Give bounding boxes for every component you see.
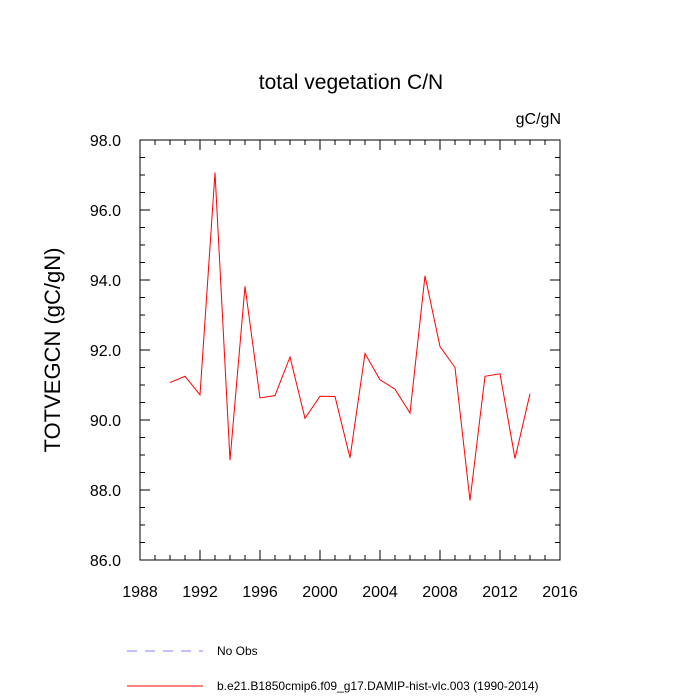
data-series (169, 172, 531, 501)
legend-label: b.e21.B1850cmip6.f09_g17.DAMIP-hist-vlc.… (217, 679, 539, 693)
y-axis-label: TOTVEGCN (gC/gN) (40, 248, 65, 453)
x-tick-label: 2000 (302, 584, 338, 601)
axis-tick-labels: 1988 1992 1996 2000 2004 2008 2012 2016 86.0 88.0… (90, 133, 578, 601)
y-tick-label: 96.0 (90, 203, 121, 220)
y-tick-label: 88.0 (90, 483, 121, 500)
legend-label: No Obs (217, 644, 258, 658)
y-tick-label: 98.0 (90, 133, 121, 150)
x-tick-label: 2012 (482, 584, 518, 601)
y-tick-label: 92.0 (90, 343, 121, 360)
chart-title: total vegetation C/N (259, 71, 443, 94)
x-tick-label: 1996 (242, 584, 278, 601)
x-tick-label: 1988 (122, 584, 158, 601)
y-tick-label: 94.0 (90, 273, 121, 290)
axis-ticks (139, 139, 561, 561)
units-label: gC/gN (516, 111, 561, 128)
x-tick-label: 1992 (182, 584, 218, 601)
y-tick-label: 86.0 (90, 553, 121, 570)
x-tick-label: 2008 (422, 584, 458, 601)
series-line (169, 172, 531, 501)
legend: No Obs b.e21.B1850cmip6.f09_g17.DAMIP-his… (127, 644, 539, 693)
y-tick-label: 90.0 (90, 413, 121, 430)
x-tick-label: 2004 (362, 584, 398, 601)
x-tick-label: 2016 (542, 584, 578, 601)
